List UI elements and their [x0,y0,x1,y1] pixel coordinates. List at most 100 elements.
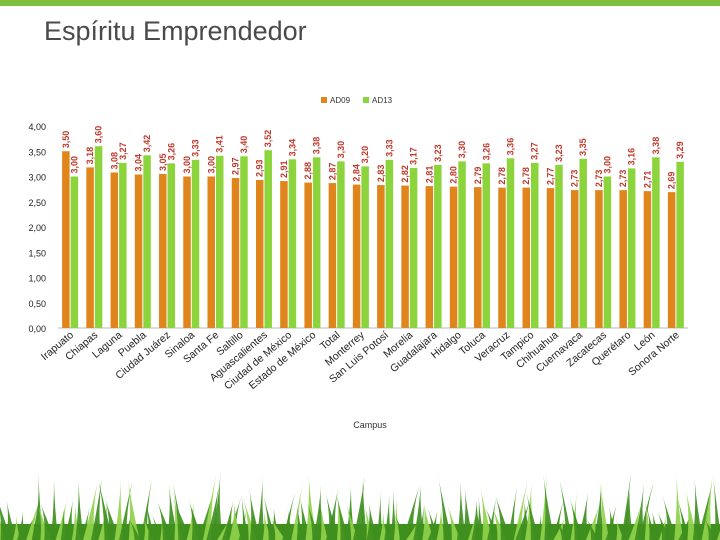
y-tick-label: 4,00 [28,122,46,132]
bar-ad09 [159,173,167,328]
y-tick-label: 1,00 [28,274,46,284]
bar-ad13 [506,158,515,328]
bar-ad09 [474,187,482,328]
data-label-ad09: 2,81 [424,166,434,184]
data-label-ad13: 3,36 [506,138,516,156]
y-tick-label: 2,50 [28,198,46,208]
data-label-ad09: 2,87 [327,163,337,181]
bar-ad09 [546,188,555,328]
bar-ad13 [482,163,491,328]
data-label-ad13: 3,29 [675,141,685,159]
legend-label-ad13: AD13 [372,96,393,105]
top-accent-bar [0,0,720,6]
bar-ad09 [207,176,215,328]
bar-ad09 [667,192,676,328]
bar-ad09 [304,182,312,328]
data-label-ad09: 2,91 [279,161,289,179]
data-label-ad09: 3,00 [182,156,192,174]
data-label-ad13: 3,27 [530,142,540,160]
bar-ad09 [595,190,603,328]
data-label-ad13: 3,60 [94,126,104,144]
bar-ad13 [337,161,345,328]
data-label-ad09: 3,18 [85,147,95,165]
y-tick-label: 0,00 [28,324,46,334]
bar-ad13 [434,164,442,328]
bar-ad09 [352,184,361,328]
bar-ad13 [385,159,394,328]
data-label-ad13: 3,33 [384,139,394,157]
bar-ad09 [643,191,652,328]
data-label-ad09: 2,79 [473,167,483,185]
bar-ad09 [183,176,191,328]
bar-ad13 [119,162,127,328]
campus-bar-chart: 0,00 0,50 1,00 1,50 2,00 2,50 3,00 3,50 4,00 AD09… [28,96,688,430]
data-label-ad13: 3,40 [239,136,249,154]
data-label-ad13: 3,27 [118,142,128,160]
bar-ad13 [603,176,612,328]
bar-ad13 [555,164,563,328]
bar-ad09 [570,190,579,328]
bar-ad13 [312,157,321,328]
bar-ad09 [498,187,506,328]
slide-title: Espíritu Emprendedor [44,16,307,46]
bar-ad13 [652,157,660,328]
data-label-ad13: 3,20 [360,146,370,164]
bar-ad13 [676,161,684,328]
bar-ad13 [94,146,103,328]
data-label-ad13: 3,33 [191,139,201,157]
data-label-ad09: 2,73 [570,170,580,188]
data-label-ad09: 2,84 [352,164,362,182]
data-label-ad09: 2,80 [449,166,459,184]
data-label-ad13: 3,38 [651,137,661,155]
bar-ad13 [264,150,272,328]
bar-ad09 [449,186,458,328]
data-label-ad09: 2,82 [400,165,410,183]
data-label-ad09: 2,78 [521,167,531,185]
data-label-ad13: 3,23 [433,144,443,162]
data-label-ad09: 2,73 [594,170,604,188]
bar-ad09 [86,167,94,328]
data-label-ad09: 2,88 [303,162,313,180]
y-tick-label: 1,50 [28,248,46,258]
bar-ad13 [288,159,297,328]
bar-ad09 [377,185,385,328]
bar-ad13 [191,159,200,328]
data-label-ad09: 2,97 [230,157,240,175]
data-label-ad09: 2,73 [618,170,628,188]
bar-ad09 [231,178,240,328]
bar-ad13 [70,176,79,328]
data-label-ad13: 3,00 [602,156,612,174]
bar-ad09 [401,185,409,328]
y-tick-label: 0,50 [28,299,46,309]
data-label-ad13: 3,26 [166,143,176,161]
x-axis-title: Campus [353,420,387,430]
legend-swatch-ad09 [321,97,327,103]
data-label-ad13: 3,30 [457,141,467,159]
bar-ad09 [522,187,530,328]
data-label-ad09: 3,05 [158,153,168,171]
bar-ad13 [240,156,248,328]
legend-label-ad09: AD09 [330,96,351,105]
data-label-ad09: 3,00 [206,156,216,174]
y-tick-label: 2,00 [28,223,46,233]
bar-ad13 [361,166,369,328]
data-label-ad13: 3,00 [69,156,79,174]
bar-ad09 [280,181,288,328]
data-label-ad09: 3,04 [134,154,144,172]
data-label-ad13: 3,16 [627,148,637,166]
y-tick-label: 3,50 [28,147,46,157]
bar-ad09 [255,180,264,328]
bar-ad13 [143,155,151,328]
data-label-ad13: 3,26 [481,143,491,161]
data-label-ad13: 3,34 [287,139,297,157]
bar-ad09 [62,151,70,328]
bar-ad13 [627,168,636,328]
data-label-ad09: 3,08 [109,152,119,170]
data-label-ad09: 2,77 [545,168,555,186]
bar-ad09 [425,186,434,328]
data-label-ad13: 3,41 [215,135,225,153]
data-label-ad13: 3,38 [312,137,322,155]
bar-ad13 [579,158,587,328]
bar-ad09 [134,174,143,328]
data-label-ad09: 2,93 [255,160,265,178]
